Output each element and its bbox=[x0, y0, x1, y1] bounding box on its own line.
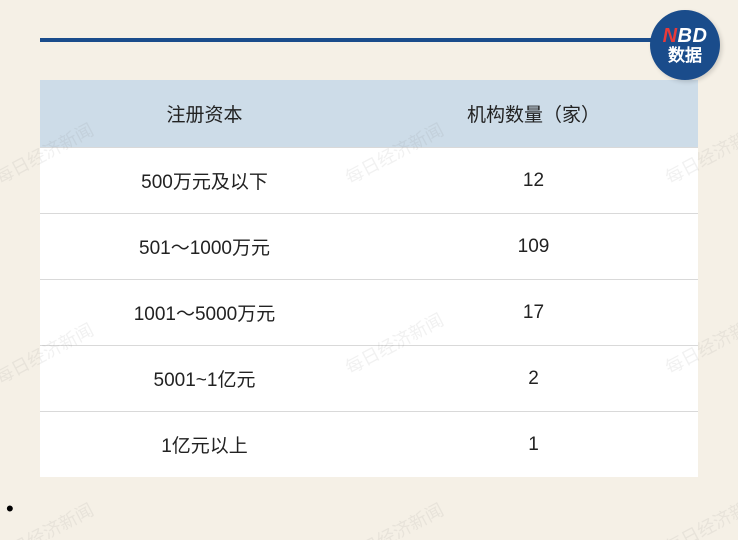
cell-count: 17 bbox=[369, 280, 698, 346]
cell-count: 2 bbox=[369, 346, 698, 412]
cell-capital: 1亿元以上 bbox=[40, 412, 369, 478]
table-row: 5001~1亿元 2 bbox=[40, 346, 698, 412]
capital-table: 注册资本 机构数量（家） 500万元及以下 12 501～1000万元 109 … bbox=[40, 80, 698, 477]
cell-capital: 500万元及以下 bbox=[40, 148, 369, 214]
badge-subtitle: 数据 bbox=[668, 47, 702, 65]
cell-count: 12 bbox=[369, 148, 698, 214]
table-header-row: 注册资本 机构数量（家） bbox=[40, 80, 698, 148]
table-header-capital: 注册资本 bbox=[40, 80, 369, 148]
table-row: 1001～5000万元 17 bbox=[40, 280, 698, 346]
nbd-badge: NBD 数据 bbox=[650, 10, 720, 80]
watermark-text: 每日经济新闻 bbox=[0, 496, 98, 540]
cell-capital: 1001～5000万元 bbox=[40, 280, 369, 346]
badge-letters-bd: BD bbox=[678, 25, 708, 47]
watermark-text: 每日经济新闻 bbox=[660, 486, 738, 540]
cell-capital: 501～1000万元 bbox=[40, 214, 369, 280]
bullet-marker: • bbox=[6, 496, 14, 522]
table-row: 500万元及以下 12 bbox=[40, 148, 698, 214]
top-divider bbox=[40, 38, 698, 42]
table-row: 501～1000万元 109 bbox=[40, 214, 698, 280]
table-row: 1亿元以上 1 bbox=[40, 412, 698, 478]
badge-letter-n: N bbox=[663, 25, 678, 47]
badge-title: NBD bbox=[663, 26, 708, 47]
table-header-count: 机构数量（家） bbox=[369, 80, 698, 148]
cell-capital: 5001~1亿元 bbox=[40, 346, 369, 412]
cell-count: 109 bbox=[369, 214, 698, 280]
cell-count: 1 bbox=[369, 412, 698, 478]
watermark-text: 每日经济新闻 bbox=[340, 496, 448, 540]
page-container: NBD 数据 注册资本 机构数量（家） 500万元及以下 12 501～1000… bbox=[0, 0, 738, 540]
